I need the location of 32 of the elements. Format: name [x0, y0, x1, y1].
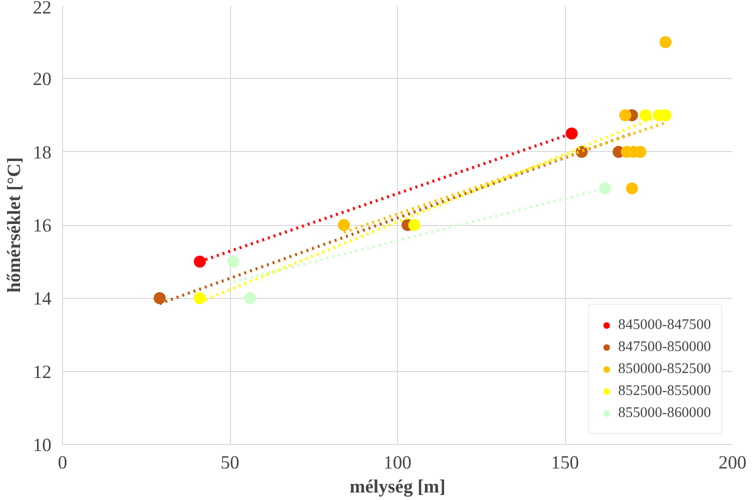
legend-label: 855000-860000	[618, 404, 711, 422]
legend-label: 845000-847500	[618, 316, 711, 334]
x-axis-title: mélység [m]	[350, 476, 446, 498]
point	[194, 256, 206, 268]
x-tick-label: 100	[384, 452, 412, 474]
point	[626, 182, 638, 194]
point	[599, 182, 612, 194]
y-tick-label: 20	[32, 69, 52, 90]
point	[244, 292, 256, 304]
point	[639, 109, 652, 122]
y-tick-label: 12	[32, 362, 52, 383]
y-tick-label: 16	[32, 216, 52, 236]
legend-label: 847500-850000	[618, 338, 711, 356]
y-tick-label: 18	[32, 142, 52, 164]
point	[619, 109, 632, 122]
y-tick-label: 14	[32, 288, 52, 310]
x-tick-label: 200	[718, 452, 746, 474]
y-tick-label: 22	[32, 0, 52, 18]
y-tick-label: 10	[32, 435, 52, 456]
point	[194, 292, 206, 304]
x-tick-label: 50	[220, 452, 240, 474]
point	[566, 128, 578, 140]
y-axis-title: hőmérséklet [°C]	[4, 157, 25, 293]
legend-label: 852500-855000	[618, 382, 711, 400]
x-tick-label: 0	[58, 452, 68, 474]
point	[338, 219, 350, 231]
x-tick-label: 150	[551, 452, 579, 474]
legend-label: 850000-852500	[618, 360, 711, 378]
point	[154, 292, 166, 304]
point	[660, 36, 672, 48]
point	[408, 219, 420, 231]
point	[227, 256, 240, 268]
